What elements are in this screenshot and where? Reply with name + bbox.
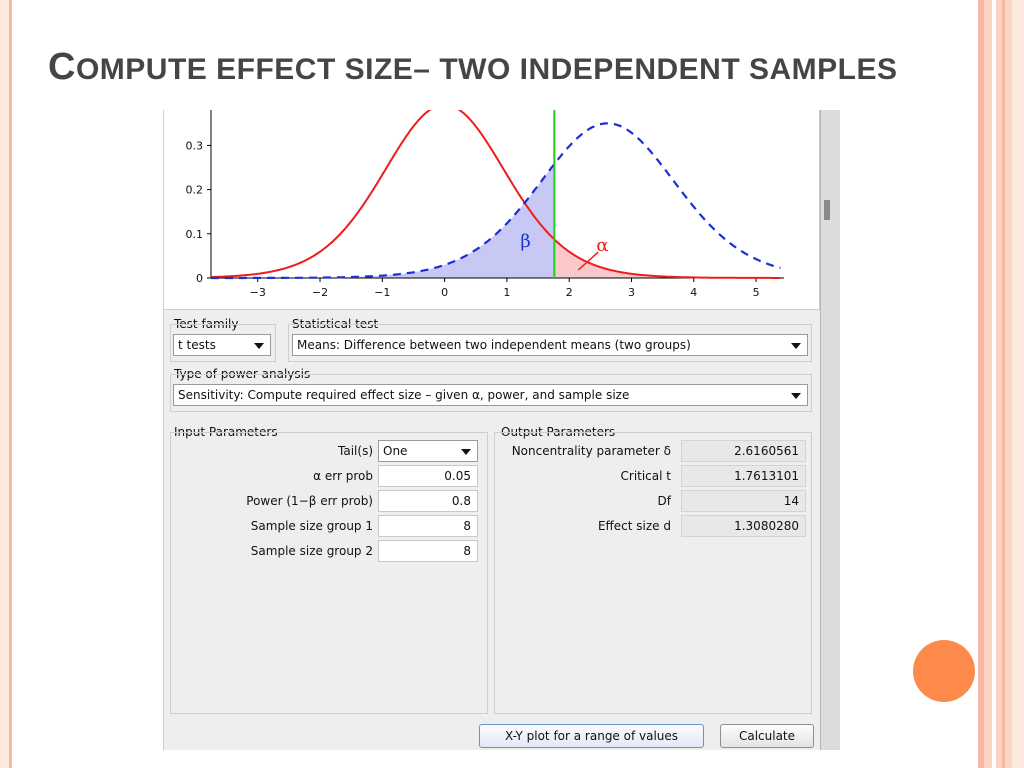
- alpha-label: α: [596, 235, 608, 256]
- chevron-down-icon: [791, 393, 801, 399]
- power-analysis-value: Sensitivity: Compute required effect siz…: [178, 388, 630, 402]
- output-parameters-box: [494, 432, 812, 714]
- sample-size-group1-label: Sample size group 1: [250, 519, 373, 533]
- gpower-window: 0.3 0.2 0.1 0 −3 −2 −1 0 1 2 3 4 5 β α Test family t t…: [163, 110, 839, 750]
- alpha-label: α err prob: [313, 469, 373, 483]
- chevron-down-icon: [461, 449, 471, 455]
- tails-label: Tail(s): [338, 444, 373, 458]
- distribution-plot: 0.3 0.2 0.1 0 −3 −2 −1 0 1 2 3 4 5 β α: [164, 110, 820, 310]
- xy-plot-button[interactable]: X-Y plot for a range of values: [479, 724, 704, 748]
- x-tick-label: −3: [250, 286, 266, 299]
- y-tick-label: 0.1: [186, 228, 204, 241]
- noncentrality-value: 2.6160561: [681, 440, 806, 462]
- beta-region: [211, 165, 555, 278]
- tails-value: One: [383, 444, 408, 458]
- df-label: Df: [657, 494, 671, 508]
- slide-frame-left: [0, 0, 12, 768]
- critical-t-label: Critical t: [620, 469, 672, 483]
- power-input[interactable]: 0.8: [378, 490, 478, 512]
- x-tick-label: 5: [753, 286, 760, 299]
- x-tick-label: 4: [690, 286, 697, 299]
- x-tick-label: 3: [628, 286, 635, 299]
- power-analysis-select[interactable]: Sensitivity: Compute required effect siz…: [173, 384, 808, 406]
- sample-size-group1-input[interactable]: 8: [378, 515, 478, 537]
- x-tick-label: −2: [312, 286, 328, 299]
- critical-t-value: 1.7613101: [681, 465, 806, 487]
- tails-select[interactable]: One: [378, 440, 478, 462]
- y-tick-label: 0.3: [186, 139, 204, 152]
- sample-size-group2-input[interactable]: 8: [378, 540, 478, 562]
- slide-frame-right: [978, 0, 1024, 768]
- calculate-button[interactable]: Calculate: [720, 724, 814, 748]
- beta-label: β: [520, 231, 530, 252]
- statistical-test-select[interactable]: Means: Difference between two independen…: [292, 334, 808, 356]
- decorative-dot: [913, 640, 975, 702]
- null-distribution-curve: [210, 110, 781, 279]
- x-tick-label: −1: [374, 286, 390, 299]
- power-analysis-box: [170, 374, 812, 412]
- power-label: Power (1−β err prob): [246, 494, 373, 508]
- effect-size-label: Effect size d: [597, 519, 671, 533]
- df-value: 14: [681, 490, 806, 512]
- sample-size-group2-label: Sample size group 2: [250, 544, 373, 558]
- y-tick-label: 0: [196, 272, 203, 285]
- x-tick-label: 1: [503, 286, 510, 299]
- y-tick-label: 0.2: [186, 184, 204, 197]
- chevron-down-icon: [254, 343, 264, 349]
- alpha-region: [554, 239, 781, 278]
- alpha-pointer: [577, 251, 599, 271]
- distribution-plot-svg: 0.3 0.2 0.1 0 −3 −2 −1 0 1 2 3 4 5 β α: [186, 110, 784, 299]
- alpha-input[interactable]: 0.05: [378, 465, 478, 487]
- x-tick-label: 2: [566, 286, 573, 299]
- alternative-distribution-curve: [211, 122, 781, 280]
- test-family-select[interactable]: t tests: [173, 334, 271, 356]
- x-tick-label: 0: [441, 286, 448, 299]
- test-family-value: t tests: [178, 338, 216, 352]
- slide-title: COMPUTE EFFECT SIZE– TWO INDEPENDENT SAM…: [48, 46, 898, 88]
- effect-size-value: 1.3080280: [681, 515, 806, 537]
- test-family-box: [170, 324, 276, 362]
- chevron-down-icon: [791, 343, 801, 349]
- input-parameters-box: [170, 432, 488, 714]
- noncentrality-label: Noncentrality parameter δ: [511, 444, 671, 458]
- statistical-test-box: [288, 324, 812, 362]
- window-scrollbar[interactable]: [820, 110, 840, 750]
- statistical-test-value: Means: Difference between two independen…: [297, 338, 691, 352]
